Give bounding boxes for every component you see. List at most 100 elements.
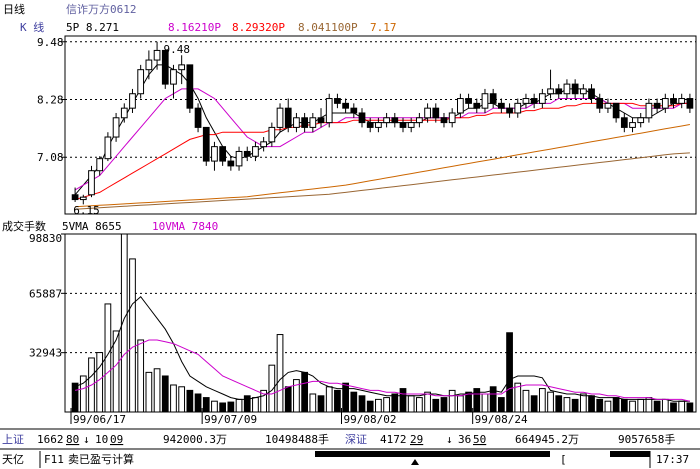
volume-bar: [530, 395, 538, 413]
candle-body: [448, 112, 456, 124]
candle: [686, 93, 694, 113]
candle: [465, 93, 472, 109]
candle-body: [620, 117, 628, 128]
candle: [670, 93, 677, 109]
profit-calc-hint[interactable]: 卖已盈亏计算: [68, 452, 134, 466]
candle-body: [112, 117, 120, 138]
stock-name: 信诈万方0612: [66, 2, 137, 16]
candle: [235, 146, 243, 171]
candle: [71, 187, 79, 202]
candle-body: [678, 98, 686, 104]
candle-body: [284, 107, 292, 128]
candle: [391, 112, 399, 128]
status-bar: 上证 1662 80 ↓ 10 09 942000.3万 10498488手 深…: [2, 432, 675, 446]
candle: [571, 79, 579, 99]
volume-bar: [416, 397, 423, 413]
candle: [342, 98, 349, 113]
candle-body: [514, 102, 522, 114]
candle-body: [194, 107, 202, 128]
date-axis: 99/06/17 99/07/09 99/08/02 99/08/24: [70, 408, 528, 426]
ma-legend-item: 7.17: [370, 21, 397, 34]
volume-bar: [268, 364, 276, 413]
candle-body: [325, 98, 333, 124]
candle: [153, 41, 161, 70]
price-panel-frame: [64, 35, 697, 215]
candle-body: [227, 160, 235, 167]
candle-body: [571, 83, 579, 95]
candle-body: [88, 170, 95, 196]
candle-body: [334, 98, 341, 104]
price-annotation: 9.48: [163, 43, 190, 56]
candle-body: [358, 112, 366, 124]
volume-bar: [79, 375, 87, 413]
candle: [194, 103, 202, 133]
sh-change-dec: 09: [110, 433, 123, 446]
candle-body: [457, 98, 464, 114]
candle-body: [309, 117, 317, 128]
candle-body: [440, 117, 448, 124]
candle: [457, 93, 464, 118]
date-tick-label: 99/08/24: [475, 413, 528, 426]
candle: [440, 112, 448, 128]
candle-body: [399, 122, 407, 128]
candle-body: [186, 64, 194, 109]
volume-bar: [342, 382, 349, 413]
volume-bar: [260, 389, 268, 413]
volume-bar: [243, 395, 251, 413]
volume-bar: [637, 398, 645, 413]
candle-body: [473, 102, 481, 109]
volume-bar: [588, 395, 595, 413]
candle: [432, 103, 440, 123]
candle-body: [129, 93, 136, 109]
candle-body: [686, 98, 694, 109]
ma-legend-item: 8.041100P: [298, 21, 358, 34]
candle-body: [120, 107, 128, 119]
candle-body: [465, 98, 472, 104]
sz-change-dec: 50: [473, 433, 486, 446]
volume-bar: [661, 398, 669, 413]
candle: [383, 112, 390, 128]
f11-key[interactable]: F11: [44, 453, 64, 466]
candle-body: [268, 126, 276, 143]
candle-body: [252, 146, 259, 157]
candles: [71, 41, 694, 205]
volume-bar: [358, 395, 366, 413]
candle: [268, 122, 276, 147]
volume-bar: [563, 397, 571, 413]
volume-bar: [186, 389, 194, 413]
bottom-bar: 天亿 F11 卖已盈亏计算 [ 17:37: [2, 451, 689, 468]
candle: [211, 141, 218, 171]
volume-bar: [145, 371, 153, 413]
volume-bar: [670, 402, 677, 413]
candle: [366, 117, 374, 133]
volume-bar: [334, 389, 341, 413]
candle: [473, 98, 481, 113]
volume-bar: [350, 391, 358, 413]
candle: [481, 88, 489, 113]
sz-amount: 664945.2万: [515, 433, 579, 446]
volume-bar: [604, 400, 612, 413]
candle-body: [604, 102, 612, 109]
volume-bar: [547, 391, 554, 413]
candle: [678, 93, 686, 109]
volume-bar: [457, 395, 464, 413]
candle: [555, 84, 563, 99]
ma-legend-item: 5P 8.271: [66, 21, 119, 34]
candle-body: [375, 122, 382, 128]
candle: [334, 93, 341, 109]
candle: [79, 194, 87, 205]
sh-index-int: 1662: [37, 433, 64, 446]
candle: [317, 108, 325, 128]
bottom-left-label: 天亿: [2, 453, 24, 466]
candle-body: [161, 49, 169, 85]
candle: [612, 102, 620, 123]
candle: [588, 84, 595, 104]
candle: [260, 137, 268, 152]
candle: [186, 64, 194, 113]
volume-ma-lines: [74, 295, 691, 402]
date-tick-label: 99/08/02: [344, 413, 397, 426]
volume-bar: [522, 389, 530, 413]
ma-line: [74, 102, 690, 201]
scroll-marker-icon: [411, 459, 419, 465]
candle-body: [219, 146, 227, 162]
